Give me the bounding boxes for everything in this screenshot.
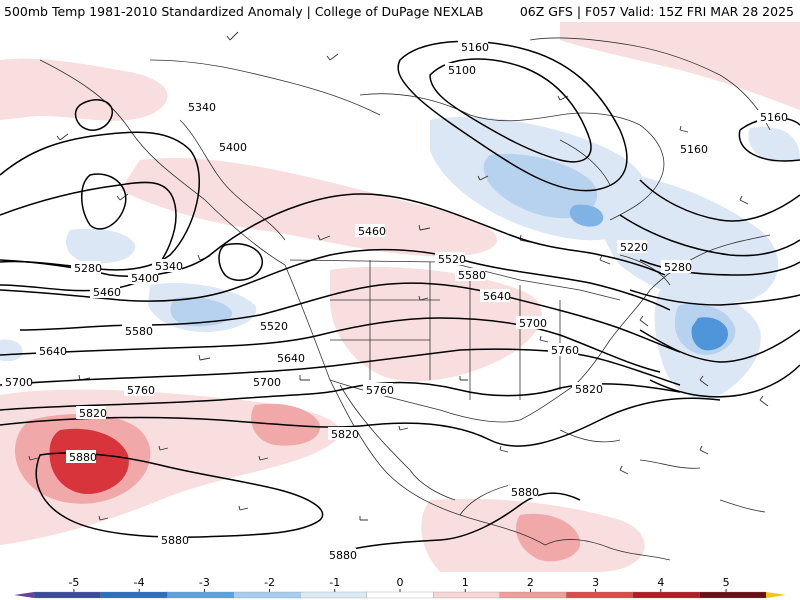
contour-label: 5400 <box>219 141 247 154</box>
legend-swatch <box>499 591 568 599</box>
contour-label: 5520 <box>260 320 288 333</box>
contour-label: 5880 <box>161 534 189 547</box>
legend-end-high <box>766 592 786 598</box>
contour-label: 5640 <box>277 352 305 365</box>
legend-tick-label: 0 <box>397 576 404 589</box>
contour-label: 5280 <box>664 261 692 274</box>
contour-label: 5160 <box>680 143 708 156</box>
contour-label: 5160 <box>461 41 489 54</box>
legend-swatch <box>166 591 235 599</box>
contour-label: 5700 <box>253 376 281 389</box>
contour-label: 5880 <box>329 549 357 562</box>
contour-label: 5100 <box>448 64 476 77</box>
legend-tick-label: 1 <box>462 576 469 589</box>
contour-label: 5760 <box>551 344 579 357</box>
contour-label: 5820 <box>79 407 107 420</box>
legend-tick-label: 2 <box>527 576 534 589</box>
contour-label: 5460 <box>358 225 386 238</box>
legend-swatch <box>233 591 301 599</box>
contour-label: 5280 <box>74 262 102 275</box>
contour-label: 5520 <box>438 253 466 266</box>
legend-swatch <box>100 591 168 599</box>
contour-label: 5160 <box>760 111 788 124</box>
legend-swatch <box>566 591 634 599</box>
legend-tick-label: 5 <box>723 576 730 589</box>
contour-label: 5580 <box>125 325 153 338</box>
legend-tick-label: -4 <box>134 576 145 589</box>
contour-label: 5880 <box>511 486 539 499</box>
contour-label: 5760 <box>127 384 155 397</box>
legend-swatch <box>33 591 102 599</box>
contour-label: 5640 <box>39 345 67 358</box>
contour-label: 5880 <box>69 451 97 464</box>
legend-swatch <box>300 591 368 599</box>
map-canvas[interactable]: 5160 5100 5160 5160 5340 5400 5460 5520 … <box>0 22 800 572</box>
color-scale-legend: -5 -4 -3 -2 -1 0 1 2 3 4 5 <box>0 572 800 600</box>
contour-label: 5820 <box>575 383 603 396</box>
contour-label: 5220 <box>620 241 648 254</box>
legend-tick-label: -2 <box>264 576 275 589</box>
model-run-info: 06Z GFS | F057 Valid: 15Z FRI MAR 28 202… <box>519 4 794 19</box>
legend-swatch <box>632 591 701 599</box>
legend-tick-label: -5 <box>68 576 79 589</box>
legend-tick-label: 4 <box>657 576 664 589</box>
warm-anomaly-fill <box>0 22 800 572</box>
legend-tick-label: -1 <box>329 576 340 589</box>
contour-label: 5580 <box>458 269 486 282</box>
contour-label: 5340 <box>155 260 183 273</box>
header-bar: 500mb Temp 1981-2010 Standardized Anomal… <box>0 0 800 22</box>
contour-label: 5400 <box>131 272 159 285</box>
contour-label: 5700 <box>519 317 547 330</box>
contour-label: 5700 <box>5 376 33 389</box>
legend-swatch <box>366 591 434 599</box>
map-title: 500mb Temp 1981-2010 Standardized Anomal… <box>4 4 484 19</box>
contour-label: 5340 <box>188 101 216 114</box>
legend-scale: -5 -4 -3 -2 -1 0 1 2 3 4 5 <box>14 576 786 599</box>
contour-label: 5820 <box>331 428 359 441</box>
contour-label: 5640 <box>483 290 511 303</box>
contour-label: 5760 <box>366 384 394 397</box>
legend-swatch <box>433 591 501 599</box>
legend-end-low <box>14 592 34 598</box>
contour-label: 5460 <box>93 286 121 299</box>
legend-tick-label: -3 <box>199 576 210 589</box>
legend-tick-label: 3 <box>592 576 599 589</box>
geographic-borders <box>39 37 771 561</box>
contour-labels: 5160 5100 5160 5160 5340 5400 5460 5520 … <box>2 40 788 562</box>
wind-barbs <box>28 31 769 521</box>
legend-swatch <box>699 591 767 599</box>
